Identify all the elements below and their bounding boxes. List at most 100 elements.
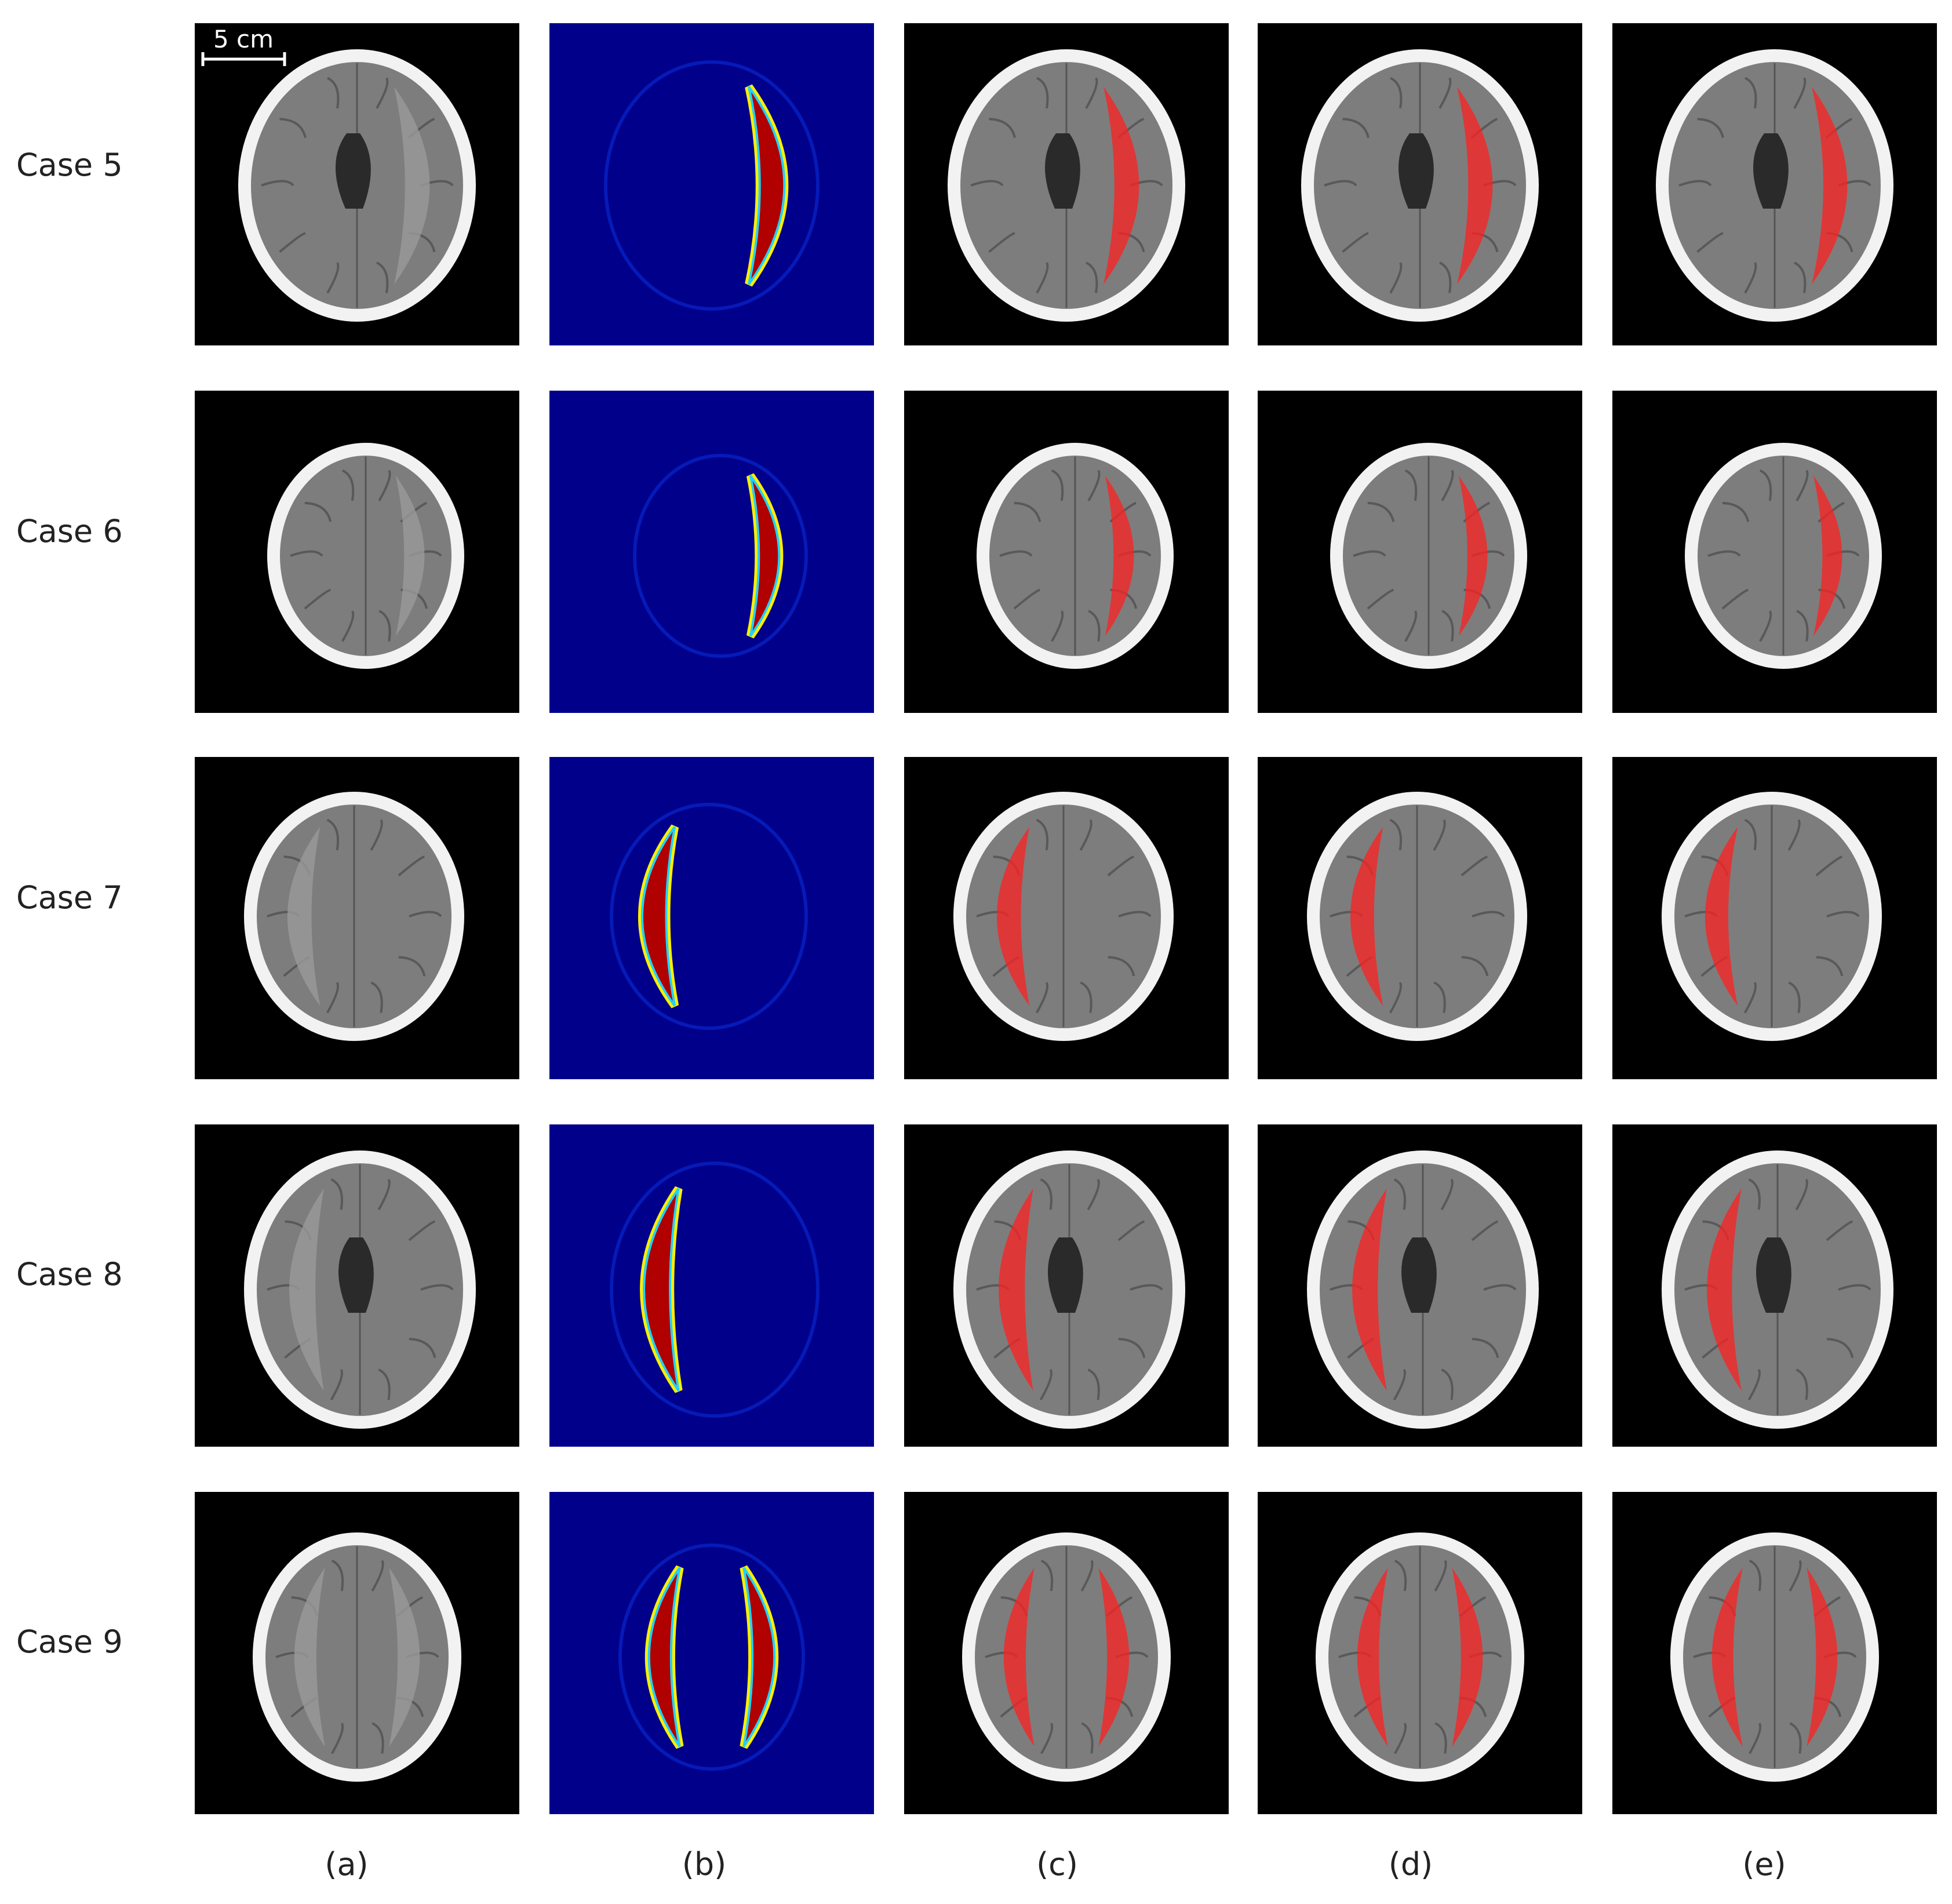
brain-sulci (290, 469, 442, 642)
panel-case-9-b (549, 1492, 874, 1814)
ct-scan-image (549, 1124, 874, 1447)
brain-sulci (1324, 77, 1517, 294)
scale-bar-label: 5 cm (213, 25, 274, 53)
heatmap-background (549, 757, 874, 1079)
heatmap-probability-region (643, 1188, 680, 1392)
heatmap-probability-region (748, 86, 786, 285)
ct-scan-image (904, 391, 1229, 713)
heatmap-probability-region (742, 1567, 776, 1748)
hematoma-region (294, 1567, 325, 1747)
hematoma-overlay (1458, 475, 1488, 636)
hematoma-region (394, 86, 430, 285)
hematoma-overlay (1357, 1567, 1388, 1747)
brain-sulci (999, 469, 1152, 642)
ct-scan-image (195, 1124, 519, 1447)
column-label-a: (a) (325, 1846, 369, 1883)
hematoma-overlay (1350, 827, 1383, 1006)
ventricle (1047, 1237, 1083, 1313)
heatmap-background (549, 391, 874, 713)
ventricle (1398, 133, 1434, 209)
ct-scan-image (195, 757, 519, 1079)
column-label-d: (d) (1388, 1846, 1433, 1883)
ct-scan-image (904, 1492, 1229, 1814)
scale-bar: 5 cm (201, 25, 286, 66)
ct-scan-image (1258, 757, 1582, 1079)
heatmap-skull-contour (604, 60, 820, 311)
panel-case-8-b (549, 1124, 874, 1447)
ct-scan-image (1612, 1492, 1937, 1814)
hematoma-overlay (1003, 1567, 1035, 1747)
hematoma-overlay (1352, 1188, 1387, 1391)
ct-scan-image (549, 391, 874, 713)
ct-scan-image (1258, 1124, 1582, 1447)
panel-case-8-d (1258, 1124, 1582, 1447)
heatmap-skull-contour (618, 1543, 805, 1771)
panel-case-8-e (1612, 1124, 1937, 1447)
ct-scan-image (1612, 23, 1937, 345)
row-label-case-7: Case 7 (16, 879, 123, 916)
row-label-case-8: Case 8 (16, 1256, 123, 1293)
panel-case-7-e (1612, 757, 1937, 1079)
heatmap-probability-region (641, 826, 676, 1007)
hematoma-overlay (1813, 475, 1842, 636)
panel-case-5-b (549, 23, 874, 345)
ct-scan-image (904, 757, 1229, 1079)
ventricle (338, 1237, 374, 1313)
brain-sulci (1684, 818, 1860, 1014)
heatmap-probability-region (749, 475, 781, 637)
panel-case-7-b (549, 757, 874, 1079)
heatmap-skull-contour (633, 454, 808, 658)
panel-case-9-d (1258, 1492, 1582, 1814)
panel-case-5-a: 5 cm (195, 23, 519, 345)
brain-sulci (267, 818, 442, 1014)
hematoma-region (289, 1188, 324, 1391)
column-label-c: (c) (1036, 1846, 1078, 1883)
hematoma-overlay (996, 827, 1030, 1006)
ventricle (1401, 1237, 1437, 1313)
heatmap-background (549, 1492, 874, 1814)
hematoma-overlay (1098, 1567, 1130, 1747)
column-label-e: (e) (1742, 1846, 1786, 1883)
heatmap-probability-region (647, 1567, 681, 1748)
heatmap-background (549, 23, 874, 345)
panel-case-6-b (549, 391, 874, 713)
ct-scan-image (1258, 1492, 1582, 1814)
ct-scan-image (549, 23, 874, 345)
ct-scan-image (1258, 23, 1582, 345)
hematoma-region (389, 1567, 420, 1747)
ct-scan-image (1258, 391, 1582, 713)
ct-scan-image: 5 cm (195, 23, 519, 345)
column-label-b: (b) (682, 1846, 727, 1883)
hematoma-overlay (1807, 1567, 1838, 1747)
hematoma-overlay (1105, 475, 1134, 636)
ventricle (1756, 1237, 1791, 1313)
brain-sulci (970, 77, 1163, 294)
panel-case-5-e (1612, 23, 1937, 345)
panel-case-8-a (195, 1124, 519, 1447)
heatmap-skull-contour (610, 803, 808, 1030)
ct-scan-image (195, 1492, 519, 1814)
brain-sulci (1353, 469, 1505, 642)
panel-case-7-c (904, 757, 1229, 1079)
panel-case-5-d (1258, 23, 1582, 345)
panel-case-7-a (195, 757, 519, 1079)
hematoma-region (395, 475, 425, 636)
panel-case-8-c (904, 1124, 1229, 1447)
hematoma-overlay (1104, 86, 1139, 285)
panel-case-6-a (195, 391, 519, 713)
hematoma-overlay (1711, 1567, 1743, 1747)
heatmap-skull-contour (610, 1162, 820, 1418)
hematoma-overlay (1457, 86, 1493, 285)
hematoma-region (287, 827, 321, 1006)
hematoma-overlay (1812, 86, 1848, 285)
ct-scan-image (195, 391, 519, 713)
brain-sulci (261, 77, 454, 294)
row-label-case-9: Case 9 (16, 1623, 123, 1660)
ct-scan-image (904, 23, 1229, 345)
ct-scan-image (549, 1492, 874, 1814)
hematoma-overlay (1705, 827, 1738, 1006)
panel-case-9-a (195, 1492, 519, 1814)
panel-case-9-e (1612, 1492, 1937, 1814)
ventricle (335, 133, 371, 209)
row-label-case-5: Case 5 (16, 147, 123, 183)
